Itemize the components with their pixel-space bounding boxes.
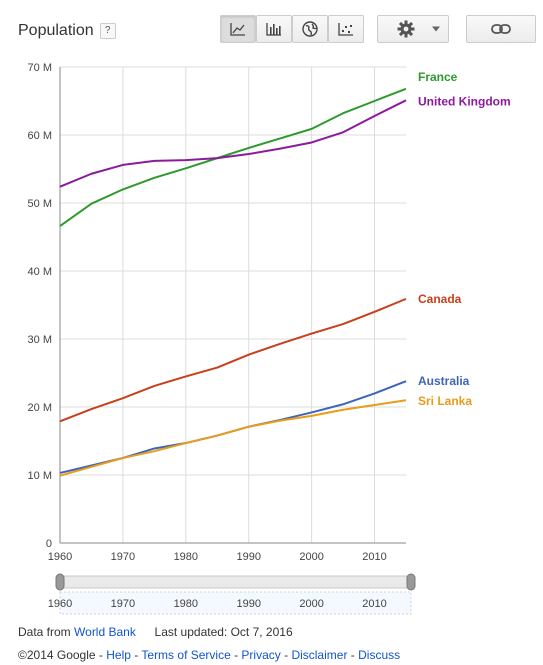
line-chart: 0 10 M 20 M 30 M 40 M 50 M 60 M 70 M 1960 1970 198… <box>28 62 511 615</box>
x-tick-label: 1980 <box>174 551 198 563</box>
footer-separator: - <box>130 648 142 662</box>
slider-mini-axis <box>59 591 412 615</box>
chart-grid <box>59 66 406 544</box>
x-tick-label: 2000 <box>299 551 323 563</box>
privacy-link[interactable]: Privacy <box>241 648 281 662</box>
globe-icon <box>302 21 318 37</box>
link-icon <box>491 24 511 34</box>
line-chart-icon <box>230 23 245 36</box>
footer-links: ©2014 Google - Help - Terms of Service -… <box>18 648 400 662</box>
x-tick-label: 2010 <box>362 551 386 563</box>
series-line <box>59 87 407 227</box>
disclaimer-link[interactable]: Disclaimer <box>291 648 348 662</box>
footer-separator: - <box>347 648 359 662</box>
line-chart-button[interactable] <box>220 15 256 43</box>
slider-tick-label: 1990 <box>236 598 260 610</box>
slider-tick-label: 1970 <box>111 598 135 610</box>
terms-link[interactable]: Terms of Service <box>141 648 231 662</box>
chevron-down-icon <box>432 26 440 32</box>
bar-chart-button[interactable] <box>256 15 292 43</box>
series-label: Canada <box>418 292 462 306</box>
bar-chart-icon <box>266 23 281 36</box>
chart-series-labels: France United Kingdom Canada Australia Sri L… <box>418 70 511 408</box>
scatter-button[interactable] <box>328 15 364 43</box>
gear-icon <box>397 20 415 38</box>
chart-title: Population <box>18 22 94 39</box>
help-link[interactable]: Help <box>106 648 131 662</box>
footer-separator: - <box>280 648 292 662</box>
slider-handle-right[interactable] <box>406 573 416 591</box>
y-tick-label: 30 M <box>28 334 52 346</box>
series-line <box>59 380 407 474</box>
scatter-icon <box>338 23 353 36</box>
world-bank-link[interactable]: World Bank <box>74 625 136 639</box>
slider-handle-left[interactable] <box>55 573 65 591</box>
copyright: ©2014 Google - <box>18 648 103 662</box>
series-label: Australia <box>418 374 470 388</box>
footer-separator: - <box>230 648 242 662</box>
chart-axes: 0 10 M 20 M 30 M 40 M 50 M 60 M 70 M 1960 1970 198… <box>28 62 406 563</box>
series-label: France <box>418 70 458 84</box>
series-line <box>59 399 407 477</box>
x-tick-label: 1960 <box>48 551 72 563</box>
x-tick-label: 1990 <box>236 551 260 563</box>
series-label: Sri Lanka <box>418 394 472 408</box>
x-tick-label: 1970 <box>111 551 135 563</box>
series-label: United Kingdom <box>418 94 511 108</box>
y-tick-label: 0 <box>46 538 52 550</box>
y-tick-label: 50 M <box>28 198 52 210</box>
slider-tick-label: 1960 <box>48 598 72 610</box>
y-tick-label: 60 M <box>28 130 52 142</box>
data-from-label: Data from <box>18 625 71 639</box>
slider-track[interactable] <box>59 575 412 589</box>
series-line <box>59 297 407 423</box>
settings-button[interactable] <box>377 15 449 43</box>
last-updated-label: Last updated: Oct 7, 2016 <box>154 625 293 639</box>
discuss-link[interactable]: Discuss <box>358 648 401 662</box>
y-tick-label: 10 M <box>28 470 52 482</box>
slider-tick-label: 2000 <box>299 598 323 610</box>
y-tick-label: 70 M <box>28 62 52 74</box>
y-tick-label: 20 M <box>28 402 52 414</box>
series-line <box>59 99 407 188</box>
map-button[interactable] <box>292 15 328 43</box>
help-button[interactable]: ? <box>99 23 116 39</box>
chart-series <box>59 87 407 477</box>
slider-tick-label: 2010 <box>362 598 386 610</box>
link-button[interactable] <box>466 15 536 43</box>
slider-tick-label: 1980 <box>174 598 198 610</box>
range-slider[interactable]: 1960 1970 1980 1990 2000 2010 <box>48 573 416 615</box>
y-tick-label: 40 M <box>28 266 52 278</box>
page-title: Population? <box>18 22 116 40</box>
footer-source: Data from World Bank Last updated: Oct 7… <box>18 625 293 639</box>
